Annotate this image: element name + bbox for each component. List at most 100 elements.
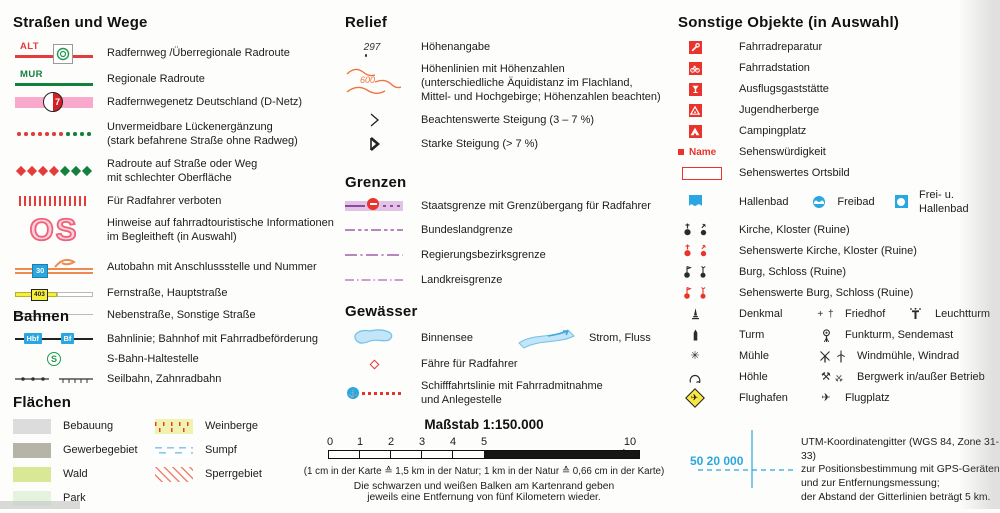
legend-row-nebenstrasse: Nebenstraße, Sonstige Straße: [13, 308, 335, 322]
sbahn-symbol: S: [13, 352, 95, 367]
legend-row-lueckenergaenzung: Unvermeidbare Lückenergänzung (stark bef…: [13, 120, 335, 148]
regierungsbezirksgrenze-symbol: [345, 252, 403, 258]
kirche-kloster-symbol: [678, 223, 712, 236]
legend-row-hoehenlinien: 600 Höhenlinien mit Höhenzahlen (untersc…: [345, 62, 675, 104]
row-ortsbild: Sehenswertes Ortsbild: [678, 166, 1000, 180]
funkturm-icon: [822, 328, 830, 342]
row-baeder: Hallenbad Freibad Frei- u. Hallenbad: [678, 188, 1000, 216]
hoehenangabe-symbol: 297: [345, 42, 403, 57]
label-freibad: Freibad: [837, 195, 875, 208]
bergwerk-symbol: ⚒ ⚒: [815, 371, 849, 383]
label-windmuehle: Windmühle, Windrad: [857, 350, 960, 363]
steigung-symbol: [345, 112, 403, 128]
legend-row-hoehenangabe: 297 Höhenangabe: [345, 40, 675, 57]
bahnhof-hbf-badge: Hbf: [24, 333, 42, 345]
heading-sonstige: Sonstige Objekte (in Auswahl): [678, 14, 900, 31]
flughafen-icon: ✈: [685, 388, 705, 409]
legend-label-bundesland: Bundeslandgrenze: [421, 224, 513, 237]
section-grenzen: Grenzen Staatsgrenze mit Grenzübergang f…: [345, 174, 675, 294]
lake-icon: [354, 329, 393, 344]
dnetz-roundel-icon: 7: [43, 91, 63, 112]
regionale-route-symbol: MUR: [13, 68, 95, 90]
label-muehle: Mühle: [739, 350, 769, 363]
flaechen-row-3: Wald Sperrgebiet: [13, 467, 335, 482]
utm-line: UTM-Koordinatengitter (WGS 84, Zone 31-3…: [801, 437, 1000, 462]
fernstrasse-number: 403: [31, 289, 48, 301]
legend-row-regierungsbezirk: Regierungsbezirksgrenze: [345, 248, 675, 262]
windmuehle-windrad-symbol: [815, 350, 849, 363]
hoehenlinien-symbol: 600: [345, 66, 403, 100]
heading-relief: Relief: [345, 14, 388, 31]
section-flaechen: Flächen Bebauung Weinberge Gewerbegebiet…: [13, 394, 335, 513]
legend-label-starke-steigung: Starke Steigung (> 7 %): [421, 138, 539, 151]
legend-label-schlechte-oberflaeche: Radroute auf Straße oder Weg mit schlech…: [107, 157, 257, 185]
verboten-symbol: [13, 196, 95, 207]
label-bebauung: Bebauung: [63, 420, 114, 433]
kloster-ruine-rot-icon: [700, 244, 706, 257]
label-wald: Wald: [63, 468, 88, 481]
flaechen-row-2: Gewerbegebiet Sumpf: [13, 443, 335, 458]
anchor-glyph: ⚓: [348, 388, 358, 398]
burg-icon: [683, 266, 692, 279]
scale-bar: 0 1 2 3 4 5 10 km: [327, 436, 640, 462]
turm-icon: [693, 329, 697, 341]
burg-ruine-rot-icon: [700, 287, 705, 300]
os-text: OS: [29, 212, 79, 248]
legend-row-bahnlinie: Hbf Bf Bahnlinie; Bahnhof mit Fahrradbef…: [13, 332, 335, 346]
dnetz-symbol: 7: [13, 91, 95, 112]
seilbahn-zahnradbahn-icon: [15, 377, 93, 384]
legend-row-regionale: MUR Regionale Radroute: [13, 68, 335, 90]
section-massstab: Maßstab 1:150.000 0 1 2 3 4 5 10 km (1 c…: [300, 417, 668, 503]
muehle-icon: ✳: [690, 349, 700, 362]
bahnhof-bf-badge: Bf: [61, 333, 74, 345]
label-sperrgebiet: Sperrgebiet: [205, 468, 262, 481]
heading-gewaesser: Gewässer: [345, 303, 418, 320]
row-seh-burg: Sehenswerte Burg, Schloss (Ruine): [678, 286, 1000, 300]
scale-tick-3: 3: [418, 436, 426, 448]
legend-label-autobahn: Autobahn mit Anschlussstelle und Nummer: [107, 261, 317, 274]
fahrradstation-icon: [688, 61, 702, 75]
landkreisgrenze-symbol: [345, 277, 403, 283]
legend-label-steigung: Beachtenswerte Steigung (3 – 7 %): [421, 114, 595, 127]
ausflugsgaststaette-icon: [688, 82, 702, 96]
scale-note-conversion: (1 cm in der Karte ≙ 1,5 km in der Natur…: [303, 466, 665, 477]
windrad-icon: [836, 350, 845, 363]
burg-schloss-symbol: [678, 265, 712, 279]
legend-row-steigung: Beachtenswerte Steigung (3 – 7 %): [345, 112, 675, 128]
legend-label-binnensee: Binnensee: [421, 331, 473, 344]
legend-row-binnensee-strom: Binnensee Strom, Fluss: [345, 326, 675, 350]
sehenswerte-kirche-symbol: [678, 244, 712, 257]
legend-label-radfernweg: Radfernweg /Überregionale Radroute: [107, 46, 290, 59]
label-hoehle: Höhle: [739, 371, 768, 384]
bahnlinie-symbol: Hbf Bf: [13, 332, 95, 346]
legend-label-hoehenlinien: Höhenlinien mit Höhenzahlen (unterschied…: [421, 62, 661, 104]
legend-row-sbahn: S S-Bahn-Haltestelle: [13, 352, 335, 367]
legend-label-hoehenangabe: Höhenangabe: [421, 41, 491, 53]
legend-row-bundesland: Bundeslandgrenze: [345, 223, 675, 237]
flaechen-row-1: Bebauung Weinberge: [13, 419, 335, 434]
scale-bar-track: [328, 450, 640, 459]
scale-title: Maßstab 1:150.000: [424, 417, 544, 432]
label-turm: Turm: [739, 329, 765, 342]
spot-height-value: 297: [364, 42, 385, 57]
route-badge-alt: ALT: [20, 41, 39, 52]
plane-glyph: ✈: [691, 392, 699, 403]
label-kirche: Kirche, Kloster (Ruine): [739, 223, 850, 236]
schlechte-oberflaeche-symbol: [13, 166, 95, 177]
utm-description: UTM-Koordinatengitter (WGS 84, Zone 31-3…: [801, 436, 1000, 505]
river-icon: [518, 329, 575, 349]
row-denkmal-friedhof-leuchtturm: Denkmal + † Friedhof Leuchtturm: [678, 307, 1000, 321]
utm-crosshair-icon: [698, 430, 795, 488]
row-campingplatz: Campingplatz: [678, 124, 1000, 138]
legend-label-lueckenergaenzung: Unvermeidbare Lückenergänzung (stark bef…: [107, 120, 298, 148]
legend-label-sbahn: S-Bahn-Haltestelle: [107, 353, 199, 366]
legend-label-regionale: Regionale Radroute: [107, 72, 205, 85]
section-strassen: Straßen und Wege ALT Radfernweg /Überreg…: [13, 14, 335, 329]
binnensee-symbol: [345, 326, 403, 350]
utm-line: der Abstand der Gitterlinien beträgt 5 k…: [801, 491, 991, 503]
row-hoehle-bergwerk: Höhle ⚒ ⚒ Bergwerk in/außer Betrieb: [678, 370, 1000, 384]
legend-label-strom: Strom, Fluss: [589, 331, 651, 344]
radfernweg-symbol: ALT: [13, 40, 95, 66]
legend-row-schlechte-oberflaeche: Radroute auf Straße oder Weg mit schlech…: [13, 157, 335, 185]
row-kirche: Kirche, Kloster (Ruine): [678, 223, 1000, 237]
